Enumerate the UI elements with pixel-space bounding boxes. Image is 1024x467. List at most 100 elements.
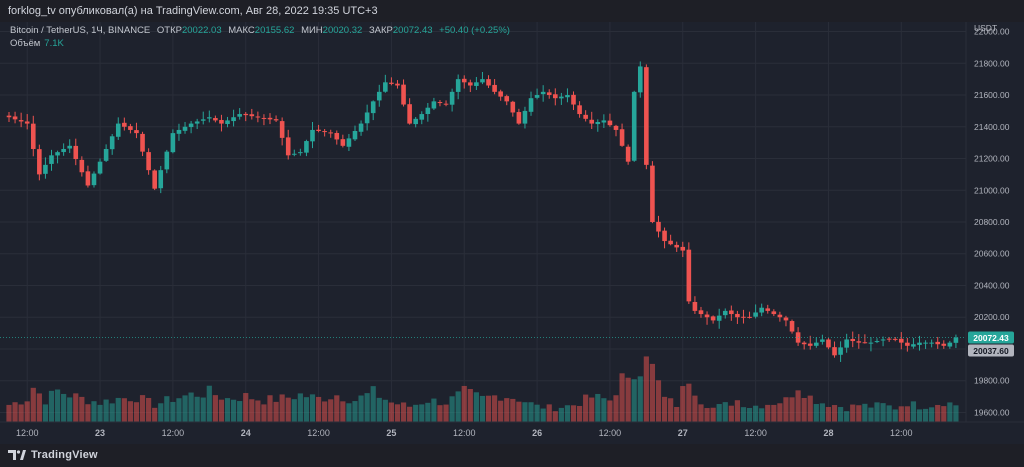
volume-bar xyxy=(844,411,850,422)
legend-open: 20022.03 xyxy=(181,25,222,36)
candle-body xyxy=(30,123,36,149)
volume-bar xyxy=(534,404,540,422)
volume-bar xyxy=(898,406,904,422)
volume-bar xyxy=(564,405,571,422)
volume-bar xyxy=(188,392,194,422)
volume-bar xyxy=(922,408,929,422)
candle-body xyxy=(249,114,255,117)
volume-bar xyxy=(558,407,564,422)
volume-bar xyxy=(728,405,734,422)
candle-body xyxy=(625,146,631,162)
volume-bar xyxy=(48,390,55,422)
candle-body xyxy=(571,94,576,105)
candle-body xyxy=(383,82,388,92)
volume-bar xyxy=(874,402,880,422)
candle-body xyxy=(73,145,79,160)
volume-bar xyxy=(473,392,479,422)
volume-bar xyxy=(73,393,79,422)
tradingview-logo[interactable]: TradingView xyxy=(8,449,98,461)
volume-bar xyxy=(224,398,231,422)
candle-body xyxy=(182,126,188,131)
volume-bar xyxy=(570,405,577,422)
candle-body xyxy=(55,152,60,156)
volume-bar xyxy=(892,409,898,422)
volume-bar xyxy=(443,404,449,422)
legend-close: 20072.43 xyxy=(392,25,433,36)
volume-bar xyxy=(455,391,461,422)
volume-bar xyxy=(24,401,30,422)
volume-bar xyxy=(759,408,765,422)
candle-body xyxy=(807,343,813,346)
volume-bar xyxy=(868,407,874,422)
x-tick-label: 12:00 xyxy=(16,428,39,438)
y-tick-label: 19600.00 xyxy=(974,407,1010,417)
x-tick-label: 23 xyxy=(95,428,105,438)
candle-body xyxy=(200,119,206,121)
currency-label: USDT xyxy=(974,23,997,33)
volume-bar xyxy=(498,400,504,422)
candle-body xyxy=(662,230,667,242)
volume-bar xyxy=(643,356,649,422)
candle-body xyxy=(522,110,528,124)
candle-body xyxy=(109,136,115,150)
candle-body xyxy=(874,341,880,343)
candle-body xyxy=(892,338,898,340)
candle-body xyxy=(565,95,570,98)
volume-bar xyxy=(419,404,425,422)
candle-body xyxy=(474,82,479,86)
volume-bar xyxy=(279,394,285,422)
volume-bar xyxy=(904,406,910,422)
x-tick-label: 12:00 xyxy=(453,428,476,438)
candle-body xyxy=(589,119,595,124)
published-caption: forklog_tv опубликовал(а) на TradingView… xyxy=(8,5,378,17)
tradingview-icon xyxy=(8,450,26,460)
candle-body xyxy=(856,341,862,343)
candle-body xyxy=(443,103,449,105)
volume-bar xyxy=(115,397,121,422)
candle-body xyxy=(765,308,771,311)
volume-bar xyxy=(364,393,370,422)
volume-bar xyxy=(42,404,49,422)
candle-body xyxy=(225,120,230,125)
volume-bar xyxy=(740,407,747,422)
candle-body xyxy=(747,316,752,318)
x-tick-label: 12:00 xyxy=(307,428,330,438)
candle-body xyxy=(528,98,534,112)
legend-change: +50.40 (+0.25%) xyxy=(439,25,510,36)
y-tick-label: 20600.00 xyxy=(974,249,1010,259)
volume-bar xyxy=(285,397,291,422)
volume-bar xyxy=(710,407,716,422)
volume-bar xyxy=(795,390,801,422)
volume-bar xyxy=(765,404,771,422)
volume-bar xyxy=(425,402,431,422)
candle-body xyxy=(789,321,795,332)
candle-body xyxy=(255,116,261,118)
volume-bar xyxy=(862,403,868,422)
candle-body xyxy=(504,96,510,102)
candle-body xyxy=(838,347,843,355)
volume-bar xyxy=(813,404,819,422)
candle-body xyxy=(783,317,789,321)
volume-bar xyxy=(212,395,218,422)
candle-body xyxy=(953,337,959,343)
candle-body xyxy=(637,66,643,93)
candle-body xyxy=(61,148,66,153)
volume-bar xyxy=(133,402,140,422)
legend-high: 20155.62 xyxy=(254,25,295,36)
volume-bar xyxy=(164,396,170,422)
chart-area[interactable]: USDT 22000.00 21800.00 21600.00 21400.00 2120… xyxy=(0,22,1024,444)
x-tick-label: 12:00 xyxy=(890,428,913,438)
candle-body xyxy=(334,132,340,140)
candle-body xyxy=(401,84,406,105)
candle-body xyxy=(692,301,698,311)
y-tick-label: 21400.00 xyxy=(974,122,1010,132)
volume-bar xyxy=(449,396,455,422)
volume-bar xyxy=(437,405,443,422)
symbol-legend: Bitcoin / TetherUS, 1Ч, BINANCE ОТКР2002… xyxy=(10,25,510,36)
candle-body xyxy=(85,171,91,186)
volume-bar xyxy=(674,406,680,422)
candle-body xyxy=(716,315,722,321)
candle-body xyxy=(820,339,825,342)
volume-bar xyxy=(346,403,352,422)
